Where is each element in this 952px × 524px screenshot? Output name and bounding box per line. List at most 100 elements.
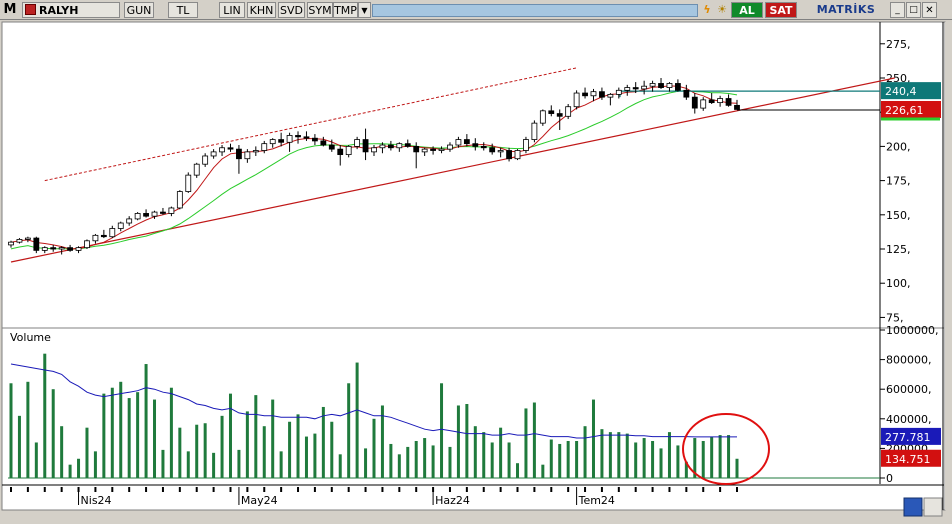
volume-bar: [693, 438, 697, 478]
volume-bar: [583, 426, 587, 478]
volume-bar: [279, 451, 283, 478]
candle-body: [607, 94, 614, 98]
candle-body: [58, 247, 65, 250]
month-label: Nis24: [81, 494, 112, 507]
last-volume-label: 134.751: [885, 453, 931, 466]
candle-body: [387, 144, 394, 149]
last-price-label-bg: [881, 100, 941, 118]
candle-body: [210, 151, 217, 157]
maximize-icon[interactable]: □: [906, 2, 921, 18]
candle-body: [708, 99, 715, 104]
candle-body: [16, 239, 23, 243]
volume-bar: [372, 418, 376, 478]
volume-bar: [60, 426, 64, 478]
candle-body: [582, 92, 588, 97]
candle-body: [286, 135, 293, 143]
candle-body: [371, 147, 377, 153]
volume-bar: [482, 432, 486, 478]
volume-bar: [237, 449, 241, 478]
candle-body: [641, 85, 648, 90]
candle-body: [430, 148, 436, 151]
close-icon[interactable]: ✕: [922, 2, 937, 18]
khn-button[interactable]: KHN: [247, 2, 276, 18]
volume-bar: [642, 438, 646, 478]
right-margin: [945, 22, 950, 510]
template-dropdown-icon[interactable]: ▼: [358, 2, 371, 18]
volume-bar: [203, 423, 207, 478]
volume-bar: [68, 464, 72, 478]
volume-bar: [608, 432, 612, 478]
volume-bar: [634, 442, 638, 478]
last-price-label: 226,61: [885, 104, 924, 117]
volume-bar: [431, 445, 435, 478]
volume-tick-label: 400000,: [886, 413, 932, 426]
volume-bar: [220, 415, 224, 478]
volume-bar: [262, 426, 266, 478]
candle-body: [590, 91, 597, 97]
toolbar: M RALYH GUN TL LIN KHN SVD SYM TMP ▼ ϟ ☀…: [0, 0, 952, 20]
volume-bar: [617, 432, 621, 478]
high-price-label: 240,4: [885, 85, 917, 98]
period-button[interactable]: GUN: [124, 2, 154, 18]
candle-body: [615, 89, 622, 95]
signal-icon[interactable]: ☀: [717, 3, 727, 16]
support-trend-line: [10, 77, 895, 263]
symbol-selector[interactable]: RALYH: [22, 2, 120, 18]
settings-icon[interactable]: [923, 497, 943, 517]
high-price-label-bg: [881, 82, 941, 100]
candle-body: [624, 87, 631, 91]
candle-body: [438, 148, 445, 151]
minimize-icon[interactable]: _: [890, 2, 905, 18]
candle-body: [185, 174, 192, 192]
currency-button[interactable]: TL: [168, 2, 198, 18]
candle-body: [303, 136, 310, 139]
sym-button[interactable]: SYM: [307, 2, 333, 18]
volume-bar: [516, 463, 520, 478]
volume-moving-average-line: [10, 363, 737, 439]
volume-bar: [575, 441, 579, 478]
volume-bar: [254, 395, 258, 478]
candle-body: [320, 140, 327, 146]
candle-body: [362, 139, 369, 153]
candle-body: [328, 144, 335, 150]
volume-bar: [77, 458, 81, 478]
price-tick-label: 100,: [886, 277, 911, 290]
volume-bar: [727, 435, 731, 478]
volume-bar: [625, 433, 629, 478]
scale-button[interactable]: LIN: [219, 2, 245, 18]
month-label: Haz24: [435, 494, 470, 507]
sell-button[interactable]: SAT: [765, 2, 797, 18]
volume-bar: [186, 451, 190, 478]
volume-bar: [9, 383, 13, 478]
volume-bar: [659, 448, 663, 478]
lightning-icon[interactable]: ϟ: [703, 3, 711, 16]
candle-body: [379, 144, 386, 149]
buy-button[interactable]: AL: [731, 2, 763, 18]
svd-button[interactable]: SVD: [278, 2, 305, 18]
candle-body: [734, 104, 740, 110]
chart-svg[interactable]: 75,100,125,150,175,200,225,250,275,02000…: [0, 20, 952, 520]
candle-body: [717, 98, 724, 104]
chart-background: [1, 21, 946, 511]
volume-bar: [93, 451, 97, 478]
volume-bar: [549, 439, 553, 478]
volume-bar: [34, 442, 38, 478]
candle-body: [227, 147, 234, 150]
last-volume-label-bg: [881, 449, 941, 467]
candle-body: [573, 92, 580, 108]
volume-bar: [456, 405, 460, 478]
volume-bar: [153, 399, 157, 478]
template-button[interactable]: TMP: [333, 2, 358, 18]
refresh-icon[interactable]: [903, 497, 923, 517]
candle-body: [413, 145, 420, 153]
candle-body: [404, 143, 411, 147]
volume-bar: [288, 421, 292, 478]
volume-bar: [136, 392, 140, 478]
volume-bar: [195, 424, 199, 478]
candle-body: [92, 234, 99, 242]
candle-body: [700, 99, 707, 109]
volume-bar: [119, 381, 123, 478]
volume-bar: [228, 393, 232, 478]
volume-bar: [448, 446, 452, 478]
